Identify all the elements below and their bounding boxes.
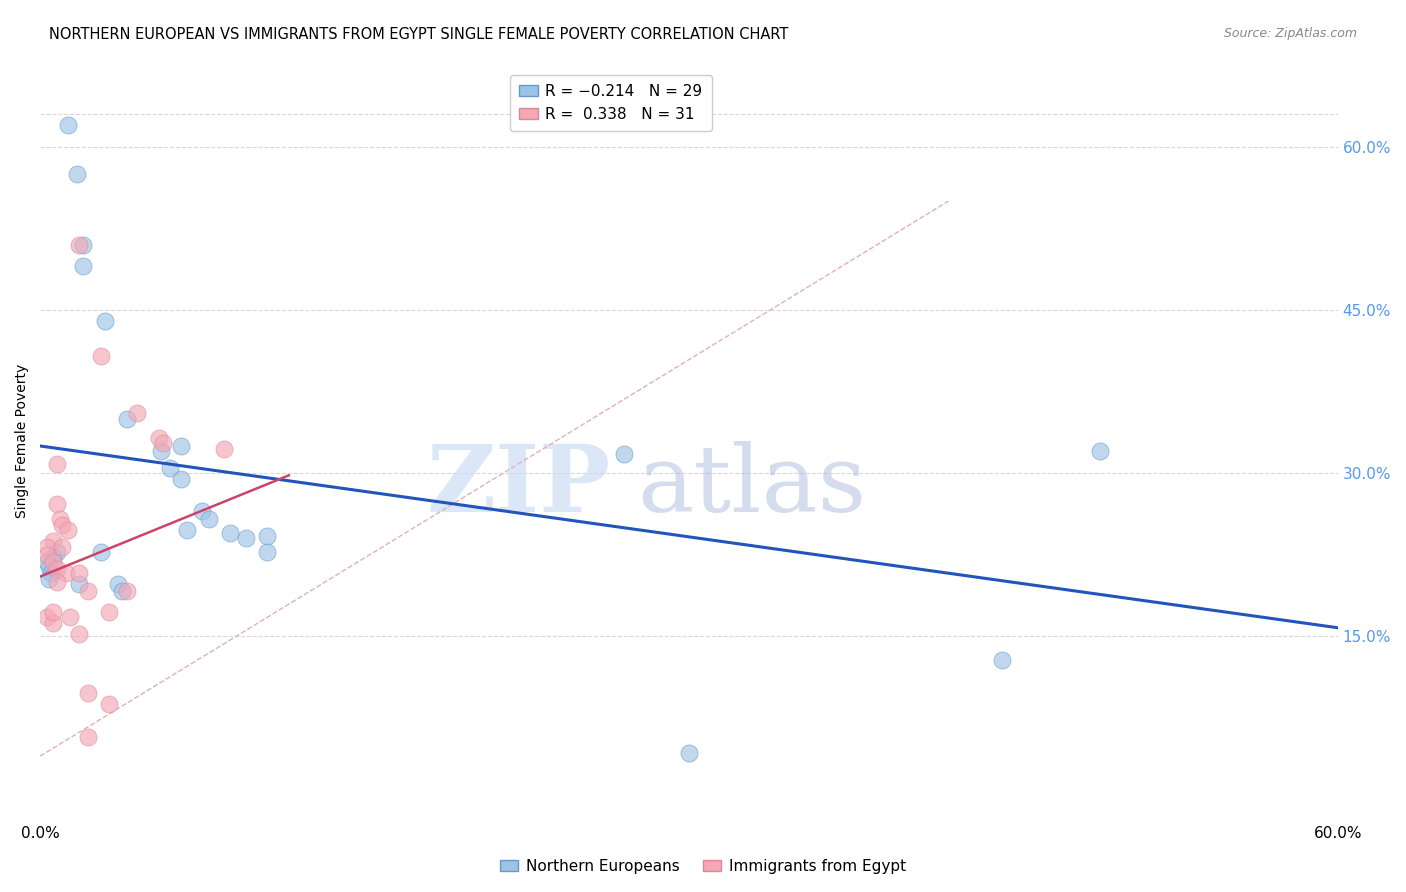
Point [42,551,65,566]
Point [72,260,94,274]
Point [76,730,98,744]
Point [67,577,90,591]
Legend: R = −0.214   N = 29, R =  0.338   N = 31: R = −0.214 N = 29, R = 0.338 N = 31 [510,75,711,131]
Point [170,439,193,453]
Point [94,314,117,328]
Point [51,518,73,533]
Point [46,497,69,511]
Point [58,118,80,132]
Point [191,504,214,518]
Point [90,544,112,558]
Point [46,574,69,589]
Point [35,548,58,562]
Point [46,562,69,576]
Point [98,606,121,620]
Point [76,686,98,700]
Point [35,540,58,554]
Point [38,572,60,586]
Point [66,167,89,181]
Point [991,653,1014,667]
Point [1088,444,1111,458]
Point [127,406,149,420]
Point [76,583,98,598]
Point [159,460,181,475]
Text: NORTHERN EUROPEAN VS IMMIGRANTS FROM EGYPT SINGLE FEMALE POVERTY CORRELATION CHA: NORTHERN EUROPEAN VS IMMIGRANTS FROM EGY… [49,27,789,42]
Point [46,458,69,472]
Point [42,556,65,570]
Point [39,566,62,581]
Point [212,442,235,457]
Point [90,349,112,363]
Text: Source: ZipAtlas.com: Source: ZipAtlas.com [1223,27,1357,40]
Point [58,523,80,537]
Point [152,435,174,450]
Point [42,606,65,620]
Point [111,583,134,598]
Point [59,610,82,624]
Point [678,746,700,760]
Point [48,512,70,526]
Point [197,512,219,526]
Point [219,526,242,541]
Point [98,697,121,711]
Point [67,566,90,581]
Point [150,444,173,458]
Legend: Northern Europeans, Immigrants from Egypt: Northern Europeans, Immigrants from Egyp… [494,853,912,880]
Point [148,431,170,445]
Point [67,237,90,252]
Point [176,523,198,537]
Point [35,610,58,624]
Point [115,583,138,598]
Text: ZIP: ZIP [427,442,612,532]
Point [42,616,65,631]
Point [256,544,278,558]
Point [170,472,193,486]
Point [256,529,278,543]
Point [46,544,69,558]
Point [72,237,94,252]
Point [107,577,129,591]
Point [51,540,73,554]
Point [38,559,60,574]
Point [55,566,77,581]
Point [235,532,257,546]
Point [67,627,90,641]
Point [42,533,65,548]
Text: atlas: atlas [637,442,866,532]
Point [115,411,138,425]
Point [35,556,58,570]
Y-axis label: Single Female Poverty: Single Female Poverty [15,363,30,517]
Point [613,447,636,461]
